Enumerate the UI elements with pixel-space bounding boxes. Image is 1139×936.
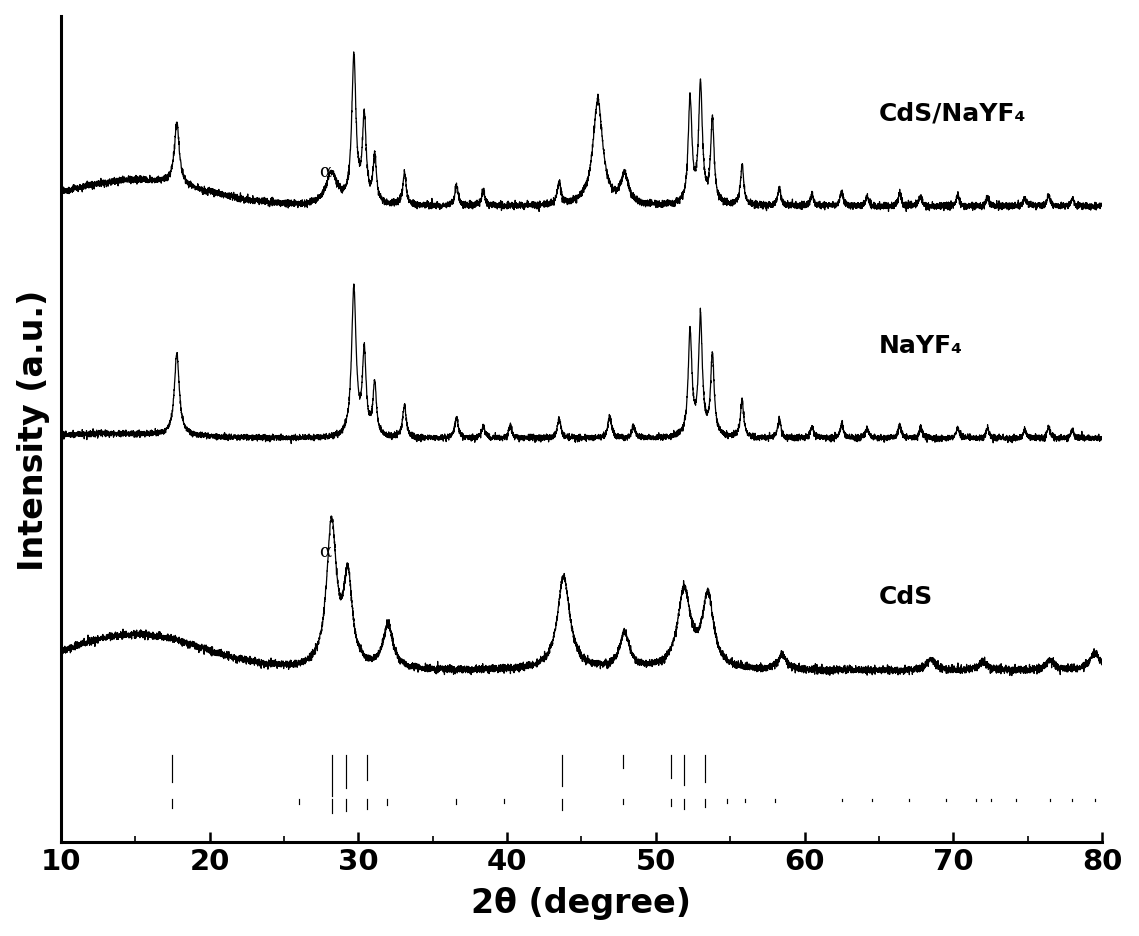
Text: α: α [320,542,331,560]
Text: CdS: CdS [879,584,933,608]
Y-axis label: Intensity (a.u.): Intensity (a.u.) [17,289,50,570]
Text: α: α [320,162,331,181]
X-axis label: 2θ (degree): 2θ (degree) [472,886,691,919]
Text: CdS/NaYF₄: CdS/NaYF₄ [879,102,1026,125]
Text: NaYF₄: NaYF₄ [879,333,962,358]
